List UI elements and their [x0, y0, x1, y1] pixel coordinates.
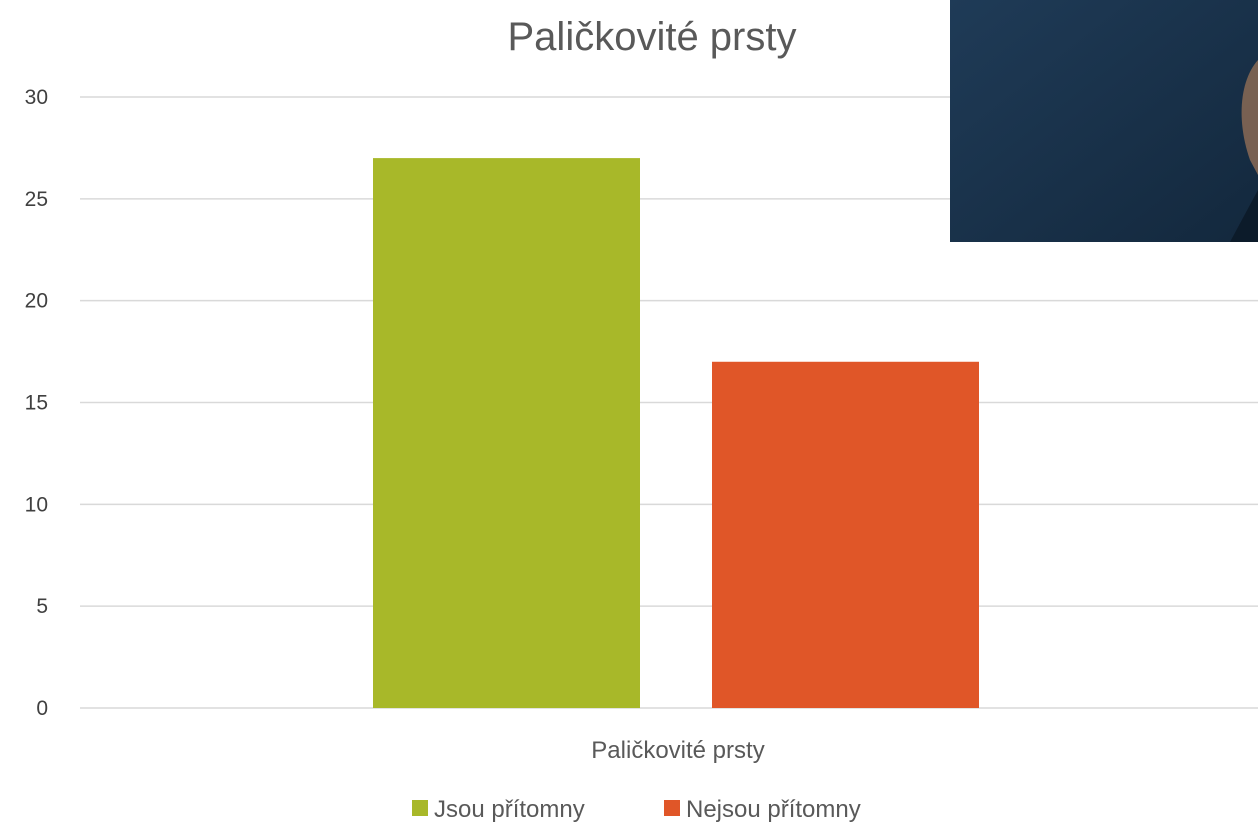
y-tick-label-25: 25: [25, 188, 48, 211]
bar-nejsou-pritomny: [712, 361, 979, 708]
legend-label-jsou-pritomny: Jsou přítomny: [434, 796, 585, 823]
legend-swatch-jsou-pritomny: [412, 800, 428, 816]
gridlines: [80, 96, 1258, 709]
category-label: Paličkovité prsty: [591, 737, 764, 764]
bars: [373, 158, 979, 709]
y-tick-label-0: 0: [36, 697, 48, 720]
y-tick-label-30: 30: [25, 86, 48, 109]
legend-swatch-nejsou-pritomny: [664, 800, 680, 816]
bar-jsou-pritomny: [373, 158, 640, 709]
photo-inset-image: [950, 0, 1258, 242]
y-tick-label-20: 20: [25, 290, 48, 313]
y-tick-label-15: 15: [25, 392, 48, 415]
legend-label-nejsou-pritomny: Nejsou přítomny: [686, 796, 861, 823]
legend: Jsou přítomny Nejsou přítomny: [412, 796, 861, 823]
y-tick-label-5: 5: [36, 595, 48, 618]
y-axis-ticks: 0 5 10 15 20 25 30: [25, 86, 48, 720]
y-tick-label-10: 10: [25, 493, 48, 516]
chart-title: Paličkovité prsty: [508, 15, 797, 59]
